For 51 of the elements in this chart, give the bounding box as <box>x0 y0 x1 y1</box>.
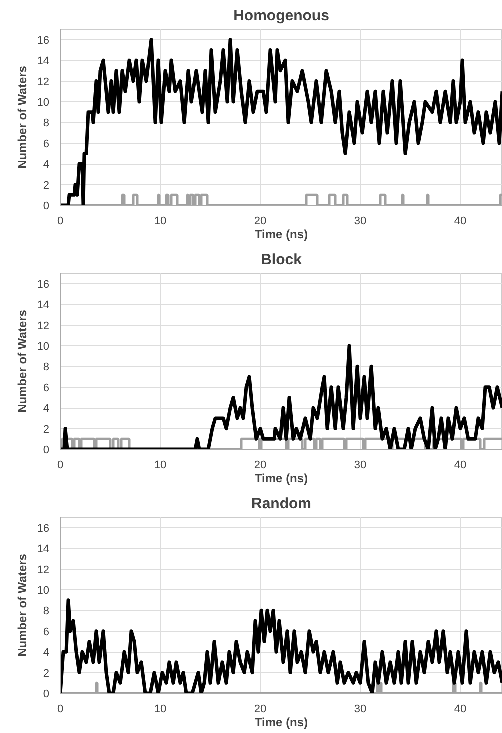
x-tick-label: 0 <box>57 704 64 716</box>
x-axis-title: Time (ns) <box>254 716 308 730</box>
y-tick-label: 8 <box>43 606 50 618</box>
y-tick-label: 14 <box>37 544 50 556</box>
y-tick-label: 14 <box>37 300 50 312</box>
x-tick-label: 10 <box>154 704 167 716</box>
x-tick-label: 10 <box>154 460 167 472</box>
x-axis-title: Time (ns) <box>254 228 308 242</box>
y-tick-label: 4 <box>43 159 50 172</box>
y-tick-label: 16 <box>37 278 50 291</box>
x-tick-label: 40 <box>454 704 467 716</box>
y-tick-label: 4 <box>43 647 50 660</box>
x-axis-title: Time (ns) <box>254 472 308 486</box>
y-tick-label: 6 <box>43 382 50 394</box>
y-tick-label: 10 <box>37 340 50 353</box>
x-tick-label: 40 <box>454 460 467 472</box>
y-tick-label: 6 <box>43 626 50 638</box>
x-tick-label: 40 <box>454 216 467 228</box>
y-tick-label: 10 <box>37 96 50 109</box>
y-tick-label: 0 <box>43 688 50 700</box>
y-tick-label: 8 <box>43 362 50 374</box>
y-tick-label: 12 <box>37 76 50 88</box>
x-tick-label: 20 <box>254 216 267 228</box>
y-tick-label: 2 <box>43 424 50 436</box>
y-tick-label: 0 <box>43 444 50 456</box>
y-axis-title: Number of Waters <box>15 310 30 413</box>
chart-title: Homogenous <box>234 8 330 24</box>
y-tick-label: 14 <box>37 56 50 68</box>
y-tick-label: 10 <box>37 584 50 597</box>
x-tick-label: 0 <box>57 216 64 228</box>
y-axis-title: Number of Waters <box>15 554 30 657</box>
y-tick-label: 2 <box>43 668 50 680</box>
chart-title: Block <box>261 252 303 268</box>
y-tick-label: 12 <box>37 320 50 332</box>
y-tick-label: 8 <box>43 118 50 130</box>
y-tick-label: 4 <box>43 403 50 416</box>
chart-title: Random <box>252 496 312 512</box>
x-tick-label: 0 <box>57 460 64 472</box>
x-tick-label: 10 <box>154 216 167 228</box>
x-tick-label: 30 <box>354 216 367 228</box>
y-axis-title: Number of Waters <box>15 66 30 169</box>
x-tick-label: 30 <box>354 704 367 716</box>
y-tick-label: 16 <box>37 34 50 47</box>
x-tick-label: 20 <box>254 704 267 716</box>
y-tick-label: 6 <box>43 138 50 150</box>
y-tick-label: 2 <box>43 180 50 192</box>
x-tick-label: 20 <box>254 460 267 472</box>
y-tick-label: 16 <box>37 522 50 535</box>
y-tick-label: 12 <box>37 564 50 576</box>
x-tick-label: 30 <box>354 460 367 472</box>
y-tick-label: 0 <box>43 200 50 212</box>
